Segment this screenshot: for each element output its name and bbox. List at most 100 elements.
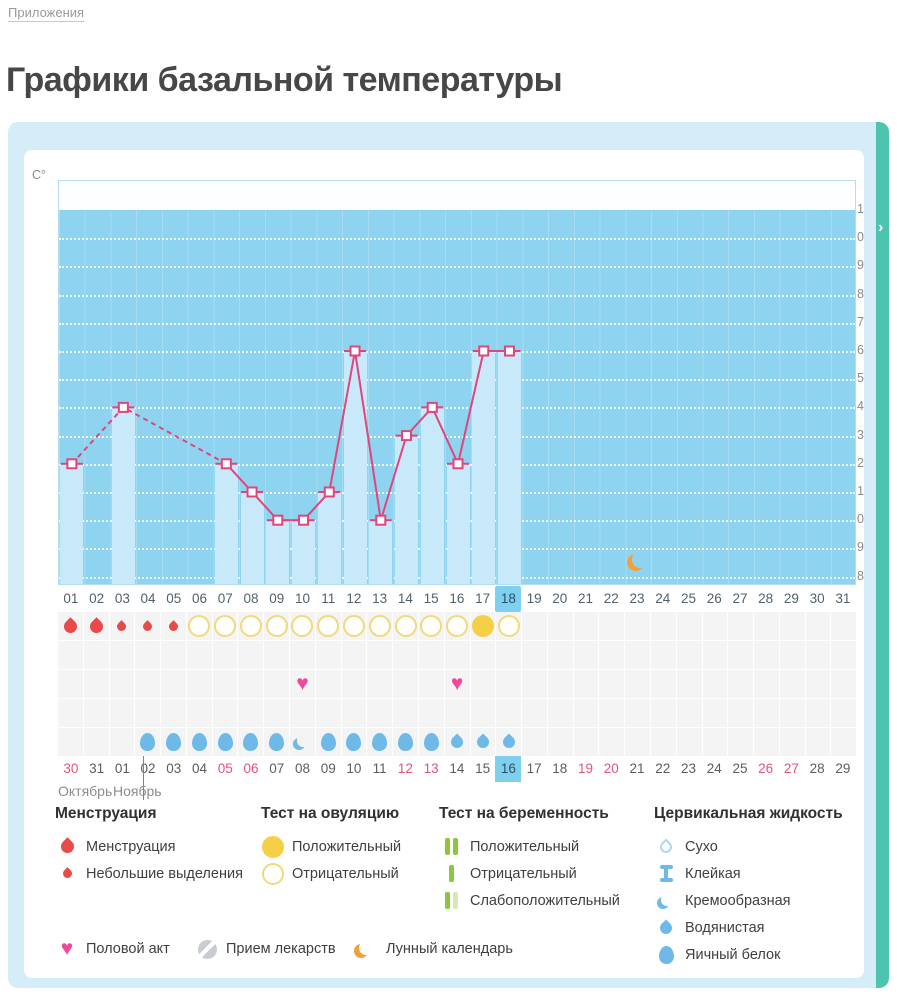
symptom-cell[interactable] (264, 699, 290, 727)
calendar-date-cell[interactable]: 11 (372, 761, 387, 776)
calendar-date-cell[interactable]: 16 (495, 756, 522, 782)
symptom-cell[interactable] (496, 641, 522, 669)
calendar-date-cell[interactable]: 02 (140, 761, 156, 776)
symptom-cell[interactable] (728, 670, 754, 698)
day-label-cell[interactable]: 30 (809, 591, 825, 606)
calendar-date-cell[interactable]: 27 (783, 761, 799, 776)
symptom-cell[interactable] (161, 641, 186, 669)
symptom-cell[interactable] (444, 612, 470, 640)
symptom-cell[interactable] (212, 641, 238, 669)
symptom-cell[interactable] (135, 670, 161, 698)
temperature-point-marker[interactable] (323, 486, 335, 498)
symptom-cell[interactable] (470, 699, 496, 727)
symptom-cell[interactable] (341, 641, 367, 669)
symptom-cell[interactable] (676, 612, 702, 640)
calendar-date-cell[interactable]: 22 (655, 761, 671, 776)
day-label-cell[interactable]: 20 (552, 591, 568, 606)
symptom-cell[interactable] (161, 670, 186, 698)
symptom-cell[interactable] (444, 641, 470, 669)
symptom-cell[interactable] (522, 699, 547, 727)
symptom-cell[interactable] (754, 612, 779, 640)
symptom-cell[interactable] (109, 612, 135, 640)
symptom-cell[interactable] (135, 699, 161, 727)
day-label-cell[interactable]: 24 (655, 591, 671, 606)
symptom-cell[interactable] (186, 641, 212, 669)
symptom-cell[interactable] (367, 728, 393, 756)
symptom-cell[interactable] (754, 728, 779, 756)
day-label-cell[interactable]: 01 (63, 591, 79, 606)
breadcrumb-link[interactable]: Приложения (8, 5, 85, 22)
symptom-cell[interactable] (83, 670, 109, 698)
symptom-cell[interactable] (393, 670, 418, 698)
symptom-cell[interactable] (341, 670, 367, 698)
symptom-cell[interactable] (290, 699, 315, 727)
symptom-cell[interactable] (83, 728, 109, 756)
symptom-cell[interactable] (135, 728, 161, 756)
temperature-point-marker[interactable] (452, 458, 464, 470)
symptom-cell[interactable] (58, 612, 83, 640)
symptom-cell[interactable] (470, 641, 496, 669)
day-label-cell[interactable]: 22 (603, 591, 619, 606)
symptom-cell[interactable] (779, 699, 805, 727)
symptom-cell[interactable] (238, 670, 264, 698)
day-label-cell[interactable]: 08 (243, 591, 259, 606)
symptom-cell[interactable] (393, 641, 418, 669)
symptom-cell[interactable] (676, 641, 702, 669)
temperature-point-marker[interactable] (66, 458, 78, 470)
symptom-cell[interactable] (83, 641, 109, 669)
temperature-point-marker[interactable] (298, 514, 310, 526)
calendar-date-cell[interactable]: 09 (320, 761, 336, 776)
symptom-cell[interactable] (547, 699, 573, 727)
symptom-cell[interactable] (444, 670, 470, 698)
calendar-date-cell[interactable]: 29 (835, 761, 851, 776)
symptom-cell[interactable] (599, 728, 625, 756)
symptom-cell[interactable] (625, 612, 650, 640)
symptom-cell[interactable] (496, 612, 522, 640)
symptom-cell[interactable] (650, 699, 676, 727)
day-label-cell[interactable]: 07 (217, 591, 233, 606)
calendar-date-cell[interactable]: 15 (475, 761, 491, 776)
day-label-cell[interactable]: 10 (294, 591, 310, 606)
symptom-cell[interactable] (238, 612, 264, 640)
symptom-cell[interactable] (367, 641, 393, 669)
symptom-cell[interactable] (58, 641, 83, 669)
calendar-date-cell[interactable]: 24 (706, 761, 722, 776)
calendar-date-cell[interactable]: 06 (243, 761, 259, 776)
symptom-cell[interactable] (470, 612, 496, 640)
calendar-date-cell[interactable]: 07 (269, 761, 285, 776)
day-label-cell[interactable]: 28 (758, 591, 774, 606)
symptom-cell[interactable] (599, 699, 625, 727)
day-label-cell[interactable]: 05 (166, 591, 182, 606)
symptom-cell[interactable] (315, 699, 341, 727)
symptom-cell[interactable] (418, 612, 444, 640)
calendar-date-cell[interactable]: 13 (423, 761, 439, 776)
calendar-date-cell[interactable]: 05 (217, 761, 233, 776)
calendar-date-cell[interactable]: 26 (758, 761, 774, 776)
symptom-cell[interactable] (212, 699, 238, 727)
symptom-cell[interactable] (290, 670, 315, 698)
symptom-cell[interactable] (779, 641, 805, 669)
symptom-cell[interactable] (831, 641, 857, 669)
day-label-cell[interactable]: 11 (321, 591, 336, 606)
symptom-cell[interactable] (161, 699, 186, 727)
symptom-cell[interactable] (754, 641, 779, 669)
day-label-cell[interactable]: 13 (372, 591, 388, 606)
symptom-cell[interactable] (444, 699, 470, 727)
symptom-cell[interactable] (779, 670, 805, 698)
symptom-cell[interactable] (831, 612, 857, 640)
temperature-point-marker[interactable] (503, 345, 515, 357)
symptom-cell[interactable] (599, 612, 625, 640)
symptom-cell[interactable] (186, 728, 212, 756)
calendar-date-cell[interactable]: 25 (732, 761, 748, 776)
symptom-cell[interactable] (625, 670, 650, 698)
calendar-date-cell[interactable]: 28 (809, 761, 825, 776)
symptom-cell[interactable] (367, 612, 393, 640)
symptom-cell[interactable] (573, 670, 599, 698)
symptom-cell[interactable] (702, 670, 728, 698)
symptom-cell[interactable] (496, 670, 522, 698)
symptom-cell[interactable] (522, 612, 547, 640)
temperature-point-marker[interactable] (246, 486, 258, 498)
symptom-cell[interactable] (728, 641, 754, 669)
symptom-cell[interactable] (418, 728, 444, 756)
symptom-cell[interactable] (109, 670, 135, 698)
